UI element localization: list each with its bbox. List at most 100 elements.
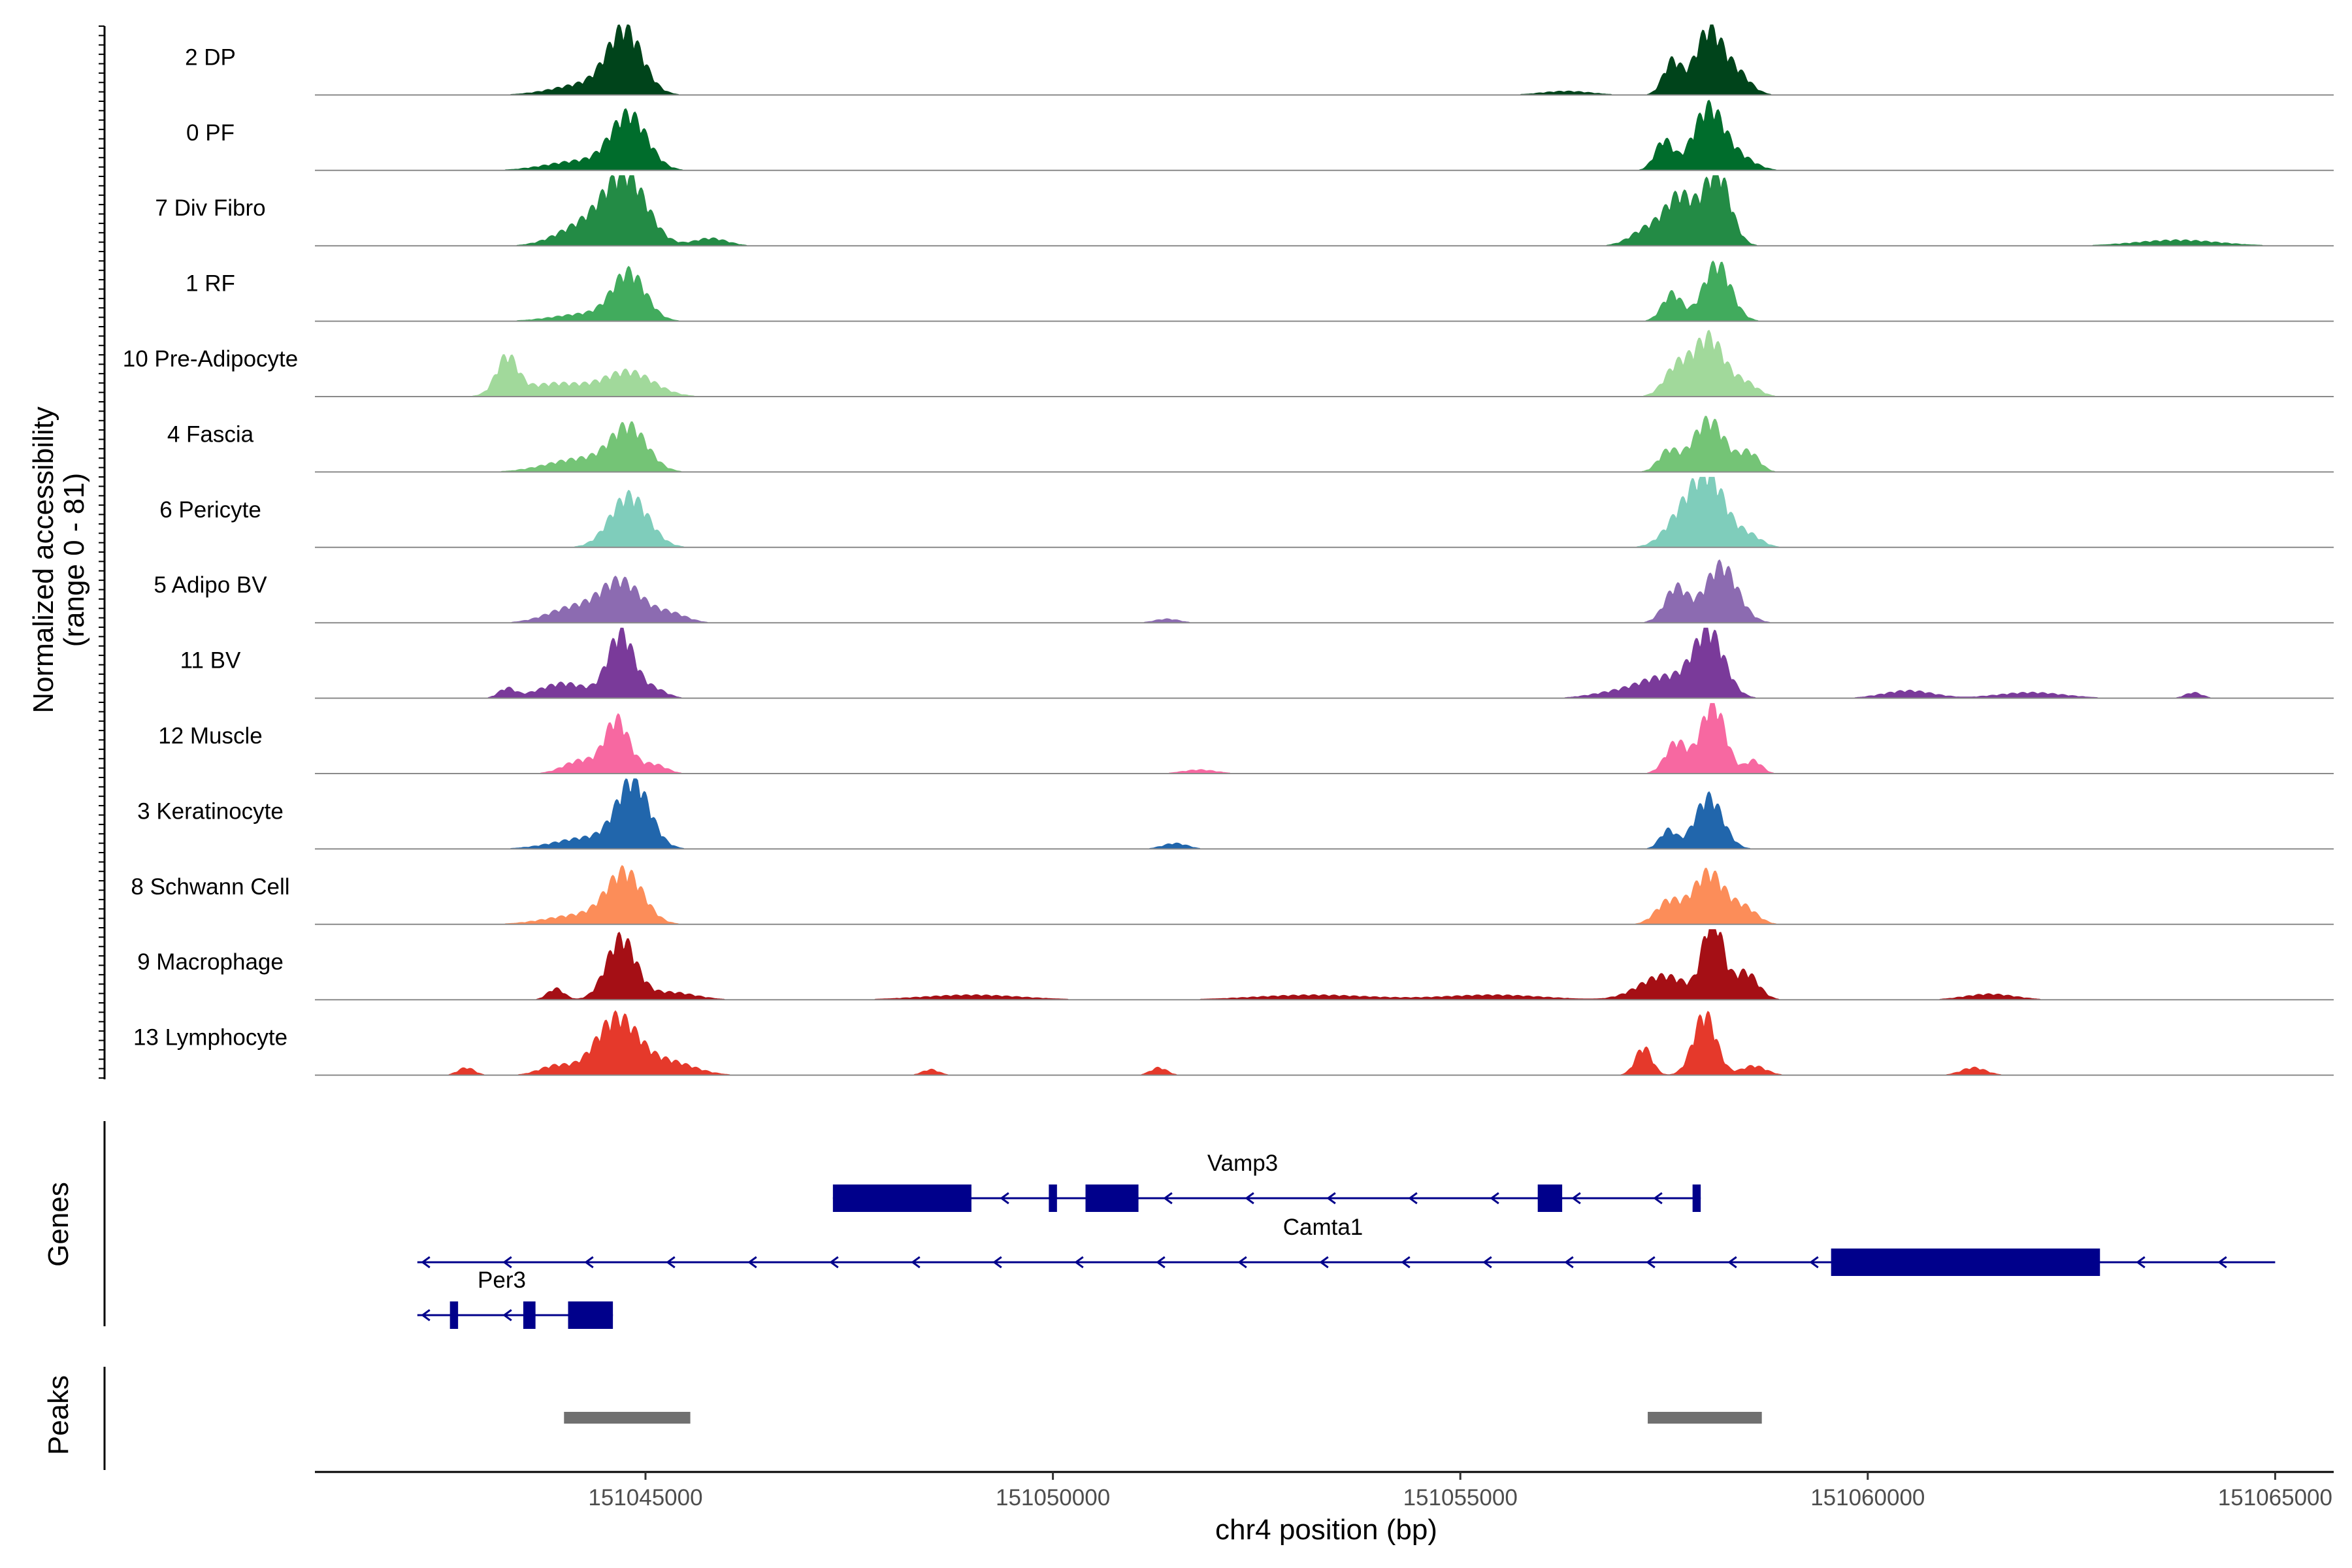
track-13: 9 Macrophage xyxy=(137,929,2334,1001)
track-label: 5 Adipo BV xyxy=(154,572,267,598)
strand-arrow xyxy=(1245,1192,1254,1205)
strand-arrow xyxy=(1326,1192,1336,1205)
strand-arrow xyxy=(1163,1192,1173,1205)
coverage-area xyxy=(315,24,2334,95)
peaks-panel-title: Peaks xyxy=(42,1375,74,1455)
exon-block xyxy=(1831,1249,2100,1276)
position-x-axis: 151045000 151050000 151055000 151060000 1510… xyxy=(315,1471,2334,1511)
peak-region xyxy=(564,1412,691,1424)
strand-arrow xyxy=(1000,1192,1009,1205)
strand-arrow xyxy=(1490,1192,1499,1205)
strand-arrow xyxy=(421,1256,431,1269)
track-2: 0 PF xyxy=(186,99,2334,171)
strand-arrow xyxy=(666,1256,676,1269)
x-tick-label: 151055000 xyxy=(1403,1485,1518,1511)
coverage-area xyxy=(315,627,2334,699)
exon-block xyxy=(1692,1184,1701,1212)
accessibility-y-axis xyxy=(99,25,106,1079)
exon-block xyxy=(523,1301,536,1329)
strand-arrow xyxy=(747,1256,757,1269)
genes-panel: Vamp3 Camta1 Per3 xyxy=(103,1121,2276,1329)
gene-label: Per3 xyxy=(478,1267,526,1293)
strand-arrow xyxy=(992,1256,1002,1269)
track-7: 6 Pericyte xyxy=(159,476,2334,548)
track-label: 4 Fascia xyxy=(167,421,254,447)
coverage-area xyxy=(315,1010,2334,1076)
gene-label: Camta1 xyxy=(1283,1215,1364,1240)
strand-arrow xyxy=(1564,1256,1574,1269)
genes-panel-title: Genes xyxy=(42,1182,74,1267)
coverage-area xyxy=(315,260,2334,322)
exon-block xyxy=(1085,1184,1139,1212)
exon-block xyxy=(568,1301,613,1329)
track-label: 11 BV xyxy=(180,648,241,674)
track-9: 11 BV xyxy=(180,627,2334,699)
track-14: 13 Lymphocyte xyxy=(133,1010,2334,1076)
track-12: 8 Schwann Cell xyxy=(131,864,2334,925)
strand-arrow xyxy=(1571,1192,1581,1205)
strand-arrow xyxy=(1401,1256,1411,1269)
strand-arrow xyxy=(1482,1256,1492,1269)
coverage-area xyxy=(315,175,2334,246)
coverage-area xyxy=(315,864,2334,925)
x-tick-label: 151065000 xyxy=(2218,1485,2332,1511)
strand-arrow xyxy=(911,1256,921,1269)
coverage-area xyxy=(315,929,2334,1000)
y-axis-range: (range 0 - 81) xyxy=(58,473,90,647)
coverage-area xyxy=(315,99,2334,171)
gene-camta1: Camta1 xyxy=(417,1215,2276,1276)
strand-arrow xyxy=(502,1256,512,1269)
gene-per3: Per3 xyxy=(417,1267,613,1329)
x-tick-label: 151045000 xyxy=(588,1485,702,1511)
strand-arrow xyxy=(1156,1256,1166,1269)
coverage-area xyxy=(315,416,2334,472)
y-axis-title: Normalized accessibility xyxy=(27,406,59,713)
coverage-area xyxy=(315,703,2334,774)
strand-arrow xyxy=(1809,1256,1819,1269)
exon-block xyxy=(1537,1184,1563,1212)
track-5: 10 Pre-Adipocyte xyxy=(123,329,2334,397)
strand-arrow xyxy=(584,1256,594,1269)
exon-block xyxy=(832,1184,972,1212)
track-3: 7 Div Fibro xyxy=(155,175,2334,247)
strand-arrow xyxy=(2136,1256,2146,1269)
track-label: 12 Muscle xyxy=(158,723,263,749)
coverage-area xyxy=(315,476,2334,548)
strand-arrow xyxy=(829,1256,839,1269)
track-label: 6 Pericyte xyxy=(159,497,261,523)
peak-region xyxy=(1648,1412,1762,1424)
track-label: 0 PF xyxy=(186,120,235,146)
x-tick-label: 151060000 xyxy=(1810,1485,1925,1511)
strand-arrow xyxy=(502,1309,512,1322)
strand-arrow xyxy=(1237,1256,1247,1269)
x-axis-title: chr4 position (bp) xyxy=(1215,1514,1437,1546)
track-label: 13 Lymphocyte xyxy=(133,1025,287,1051)
coverage-area xyxy=(315,329,2334,397)
coverage-area xyxy=(315,778,2334,849)
strand-arrow xyxy=(1653,1192,1663,1205)
coverage-tracks: 2 DP 0 PF 7 Div Fibro 1 RF 10 Pre-Adipocyte 4… xyxy=(123,24,2334,1076)
track-label: 2 DP xyxy=(185,44,236,70)
coverage-area xyxy=(315,559,2334,623)
track-label: 1 RF xyxy=(186,271,235,297)
track-label: 8 Schwann Cell xyxy=(131,874,289,900)
strand-arrow xyxy=(1646,1256,1656,1269)
gene-label: Vamp3 xyxy=(1207,1151,1278,1176)
track-11: 3 Keratinocyte xyxy=(137,778,2334,850)
track-label: 7 Div Fibro xyxy=(155,195,265,221)
x-tick-label: 151050000 xyxy=(996,1485,1110,1511)
gene-vamp3: Vamp3 xyxy=(832,1151,1701,1212)
track-label: 10 Pre-Adipocyte xyxy=(123,346,298,372)
track-8: 5 Adipo BV xyxy=(154,559,2334,624)
strand-arrow xyxy=(1074,1256,1084,1269)
track-4: 1 RF xyxy=(186,260,2334,322)
strand-arrow xyxy=(421,1309,431,1322)
strand-arrow xyxy=(1727,1256,1737,1269)
track-label: 9 Macrophage xyxy=(137,949,284,975)
exon-block xyxy=(1049,1184,1057,1212)
strand-arrow xyxy=(1319,1256,1329,1269)
exon-block xyxy=(449,1301,459,1329)
track-label: 3 Keratinocyte xyxy=(137,798,284,824)
strand-arrow xyxy=(2217,1256,2227,1269)
